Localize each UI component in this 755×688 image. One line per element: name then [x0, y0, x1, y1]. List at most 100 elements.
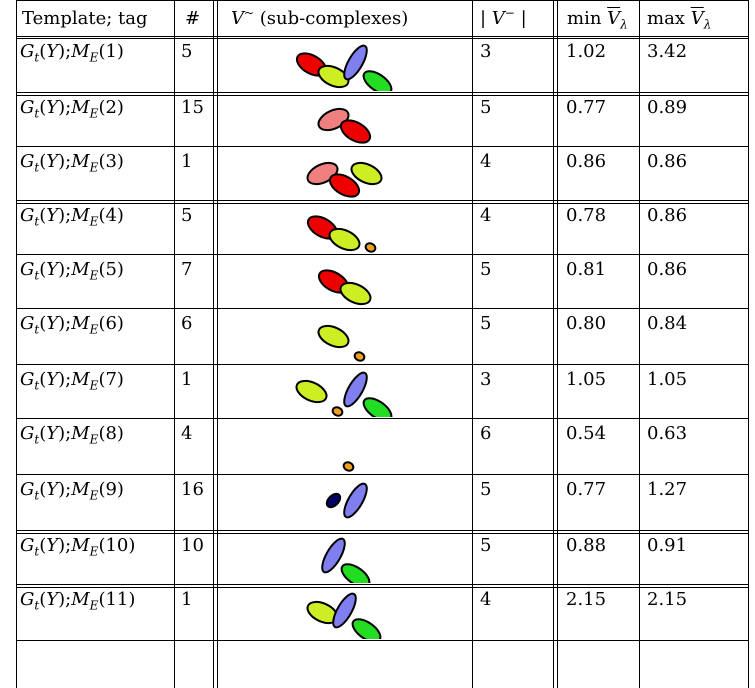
subcomplex-glyph: [295, 44, 393, 91]
row-rule: [16, 533, 749, 534]
max-cell: 0.91: [647, 535, 688, 556]
yellow-subcomplex-blob: [317, 64, 350, 89]
count-cell: 5: [181, 41, 193, 62]
subcomplex-glyph: [295, 371, 393, 417]
column-rule: [472, 0, 473, 688]
header-rule: [16, 38, 749, 39]
min-cell: 2.15: [566, 589, 607, 610]
max-cell: 0.86: [647, 151, 688, 172]
subcomplex-table: Template; tag # V~ (sub-complexes) | V− | mi…: [16, 0, 749, 688]
max-cell: 0.86: [647, 259, 688, 280]
row-rule: [16, 587, 749, 588]
vminus-cell: 4: [480, 589, 492, 610]
template-tag: Gt(Y);ME(8): [20, 423, 124, 447]
green-subcomplex-blob: [362, 397, 393, 417]
count-cell: 4: [181, 423, 193, 444]
red-subcomplex-blob: [328, 173, 361, 198]
vminus-cell: 4: [480, 205, 492, 226]
orange-subcomplex-blob: [353, 351, 366, 362]
orange-subcomplex-blob: [342, 461, 355, 472]
max-cell: 1.27: [647, 479, 688, 500]
template-tag: Gt(Y);ME(3): [20, 151, 124, 175]
yellow-subcomplex-blob: [328, 227, 361, 252]
max-cell: 0.84: [647, 313, 688, 334]
row-rule: [16, 640, 749, 641]
template-tag: Gt(Y);ME(4): [20, 205, 124, 229]
vminus-cell: 5: [480, 97, 492, 118]
column-rule: [174, 0, 175, 688]
max-cell: 2.15: [647, 589, 688, 610]
header-max: max Vλ: [647, 8, 712, 32]
row-rule: [16, 584, 749, 585]
row-rule: [16, 418, 749, 419]
row-rule: [16, 254, 749, 255]
template-tag: Gt(Y);ME(10): [20, 535, 136, 559]
header-vminus: | V− |: [480, 6, 527, 29]
header-rule: [16, 36, 749, 37]
subcomplex-glyph: [321, 537, 371, 583]
min-cell: 0.81: [566, 259, 607, 280]
min-cell: 1.02: [566, 41, 607, 62]
periwinkle-subcomplex-blob: [343, 482, 368, 519]
vminus-cell: 3: [480, 41, 492, 62]
count-cell: 1: [181, 589, 193, 610]
green-subcomplex-blob: [362, 70, 393, 91]
subcomplex-glyph: [306, 161, 383, 198]
min-cell: 0.77: [566, 97, 607, 118]
red-subcomplex-blob: [339, 119, 372, 144]
count-cell: 15: [181, 97, 204, 118]
navy-subcomplex-blob: [325, 492, 342, 509]
template-tag: Gt(Y);ME(1): [20, 41, 124, 65]
count-cell: 7: [181, 259, 193, 280]
template-tag: Gt(Y);ME(5): [20, 259, 124, 283]
row-rule: [16, 203, 749, 204]
row-rule: [16, 146, 749, 147]
subcomplex-glyph: [342, 461, 355, 472]
subcomplex-glyph: [306, 215, 377, 253]
min-cell: 0.54: [566, 423, 607, 444]
column-rule: [557, 0, 558, 688]
max-cell: 0.86: [647, 205, 688, 226]
orange-subcomplex-blob: [331, 406, 344, 417]
vminus-cell: 3: [480, 369, 492, 390]
yellow-subcomplex-blob: [317, 324, 350, 349]
template-tag: Gt(Y);ME(9): [20, 479, 124, 503]
vminus-cell: 5: [480, 535, 492, 556]
column-rule: [217, 0, 218, 688]
vminus-cell: 6: [480, 423, 492, 444]
yellow-subcomplex-blob: [350, 161, 383, 186]
green-subcomplex-blob: [340, 563, 371, 583]
column-rule: [639, 0, 640, 688]
vminus-cell: 5: [480, 259, 492, 280]
column-rule: [553, 0, 554, 688]
row-rule: [16, 308, 749, 309]
max-cell: 1.05: [647, 369, 688, 390]
count-cell: 10: [181, 535, 204, 556]
subcomplex-glyph: [317, 324, 366, 362]
header-min: min Vλ: [567, 8, 628, 32]
column-rule: [16, 0, 17, 688]
min-cell: 0.80: [566, 313, 607, 334]
count-cell: 1: [181, 151, 193, 172]
top-rule: [16, 0, 749, 1]
count-cell: 5: [181, 205, 193, 226]
vminus-cell: 4: [480, 151, 492, 172]
row-rule: [16, 474, 749, 475]
periwinkle-subcomplex-blob: [343, 44, 368, 81]
green-subcomplex-blob: [351, 618, 382, 639]
row-rule: [16, 530, 749, 531]
row-rule: [16, 364, 749, 365]
subcomplex-glyph: [317, 269, 372, 306]
orange-subcomplex-blob: [364, 242, 377, 253]
yellow-subcomplex-blob: [339, 281, 372, 306]
template-tag: Gt(Y);ME(7): [20, 369, 124, 393]
min-cell: 1.05: [566, 369, 607, 390]
count-cell: 16: [181, 479, 204, 500]
vminus-cell: 5: [480, 313, 492, 334]
header-template: Template; tag: [22, 8, 148, 29]
row-rule: [16, 92, 749, 93]
yellow-subcomplex-blob: [295, 379, 328, 404]
template-tag: Gt(Y);ME(2): [20, 97, 124, 121]
row-rule: [16, 200, 749, 201]
subcomplex-glyph: [306, 592, 382, 639]
